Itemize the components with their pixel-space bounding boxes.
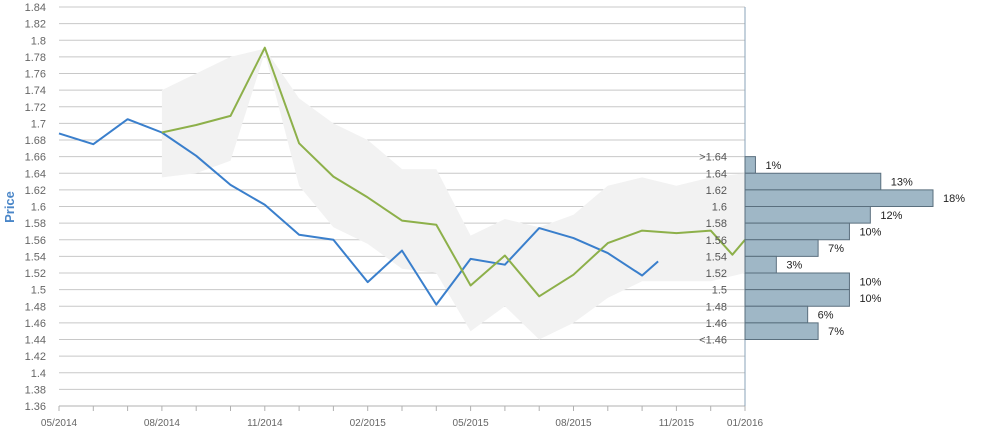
x-tick-label: 02/2015 [350,418,387,429]
y-tick-labels: 1.36 1.38 1.4 1.42 1.44 1.46 1.48 1.5 1.52 1.54 1.… [25,2,46,413]
distribution-bin-label: 1.64 [706,168,727,180]
x-tick-label: 11/2014 [247,418,283,429]
y-tick-label: 1.82 [25,19,46,31]
y-tick-label: 1.62 [25,185,46,197]
distribution-bar [744,156,756,174]
y-tick-label: 1.38 [25,384,46,396]
distribution-bin-label: 1.5 [712,285,727,297]
distribution-percent-label: 13% [891,177,913,189]
y-tick-label: 1.6 [31,202,46,214]
y-axis-label: Price [2,191,17,223]
distribution-bar [744,239,819,257]
distribution-percent-label: 6% [818,310,834,322]
y-tick-label: 1.4 [31,368,46,380]
y-tick-label: 1.68 [25,135,46,147]
forecast-band [161,48,745,340]
distribution-bar [744,289,850,307]
y-tick-label: 1.5 [31,285,46,297]
y-tick-label: 1.7 [31,118,46,130]
distribution-percent-label: 18% [943,193,965,205]
y-tick-label: 1.54 [25,251,46,263]
distribution-bin-label: 1.54 [706,251,727,263]
y-tick-label: 1.56 [25,235,46,247]
forecast-band-area [161,48,745,340]
distribution-bar [744,322,819,340]
x-tick-labels: 05/2014 08/2014 11/2014 02/2015 05/2015 08/20… [41,418,764,429]
distribution-bin-label: 1.62 [706,185,727,197]
distribution-bar [744,222,850,241]
distribution-percent-label: 10% [859,226,881,238]
distribution-bin-label: 1.6 [712,202,727,214]
x-tick-label: 05/2015 [453,418,490,429]
distribution-percent-label: 12% [880,210,902,222]
series-lines [58,46,746,306]
distribution-bar [744,255,777,274]
x-tick-label: 11/2015 [659,418,695,429]
distribution-bin-label: 1.56 [706,235,727,247]
y-tick-label: 1.44 [25,335,46,347]
series-line-2 [161,46,746,298]
distribution-bin-label: 1.48 [706,301,727,313]
y-tick-label: 1.78 [25,52,46,64]
y-tick-label: 1.46 [25,318,46,330]
y-tick-label: 1.48 [25,301,46,313]
y-tick-label: 1.76 [25,69,46,81]
distribution-bar [744,206,871,224]
distribution-bin-label: >1.64 [699,152,727,164]
distribution-bar [744,189,934,207]
distribution-bin-label: 1.46 [706,318,727,330]
y-tick-label: 1.52 [25,268,46,280]
y-tick-label: 1.64 [25,168,46,180]
distribution-bar [744,272,850,291]
y-tick-label: 1.72 [25,102,46,114]
y-tick-label: 1.8 [31,35,46,47]
distribution-percent-label: 7% [828,243,844,255]
distribution-percent-label: 3% [786,260,802,272]
y-tick-label: 1.66 [25,152,46,164]
x-tick-label: 08/2015 [555,418,592,429]
x-tick-label: 01/2016 [727,418,764,429]
distribution-bin-label: 1.52 [706,268,727,280]
distribution-bar [744,172,882,191]
distribution-bin-label: <1.46 [699,335,727,347]
distribution-percent-label: 10% [859,293,881,305]
distribution-percent-label: 10% [859,276,881,288]
distribution-bar [744,305,809,324]
y-tick-label: 1.74 [25,85,46,97]
x-tick-label: 05/2014 [41,418,78,429]
y-tick-label: 1.36 [25,401,46,413]
y-tick-label: 1.42 [25,351,46,363]
distribution-bars: >1.64 1% 1.64 13% 1.62 18% 1.6 12% 1.58 10% 1.56 7%… [699,152,965,347]
distribution-percent-label: 1% [765,160,781,172]
distribution-bin-label: 1.58 [706,218,727,230]
y-tick-label: 1.58 [25,218,46,230]
x-tick-label: 08/2014 [144,418,181,429]
distribution-percent-label: 7% [828,326,844,338]
y-tick-label: 1.84 [25,2,46,14]
